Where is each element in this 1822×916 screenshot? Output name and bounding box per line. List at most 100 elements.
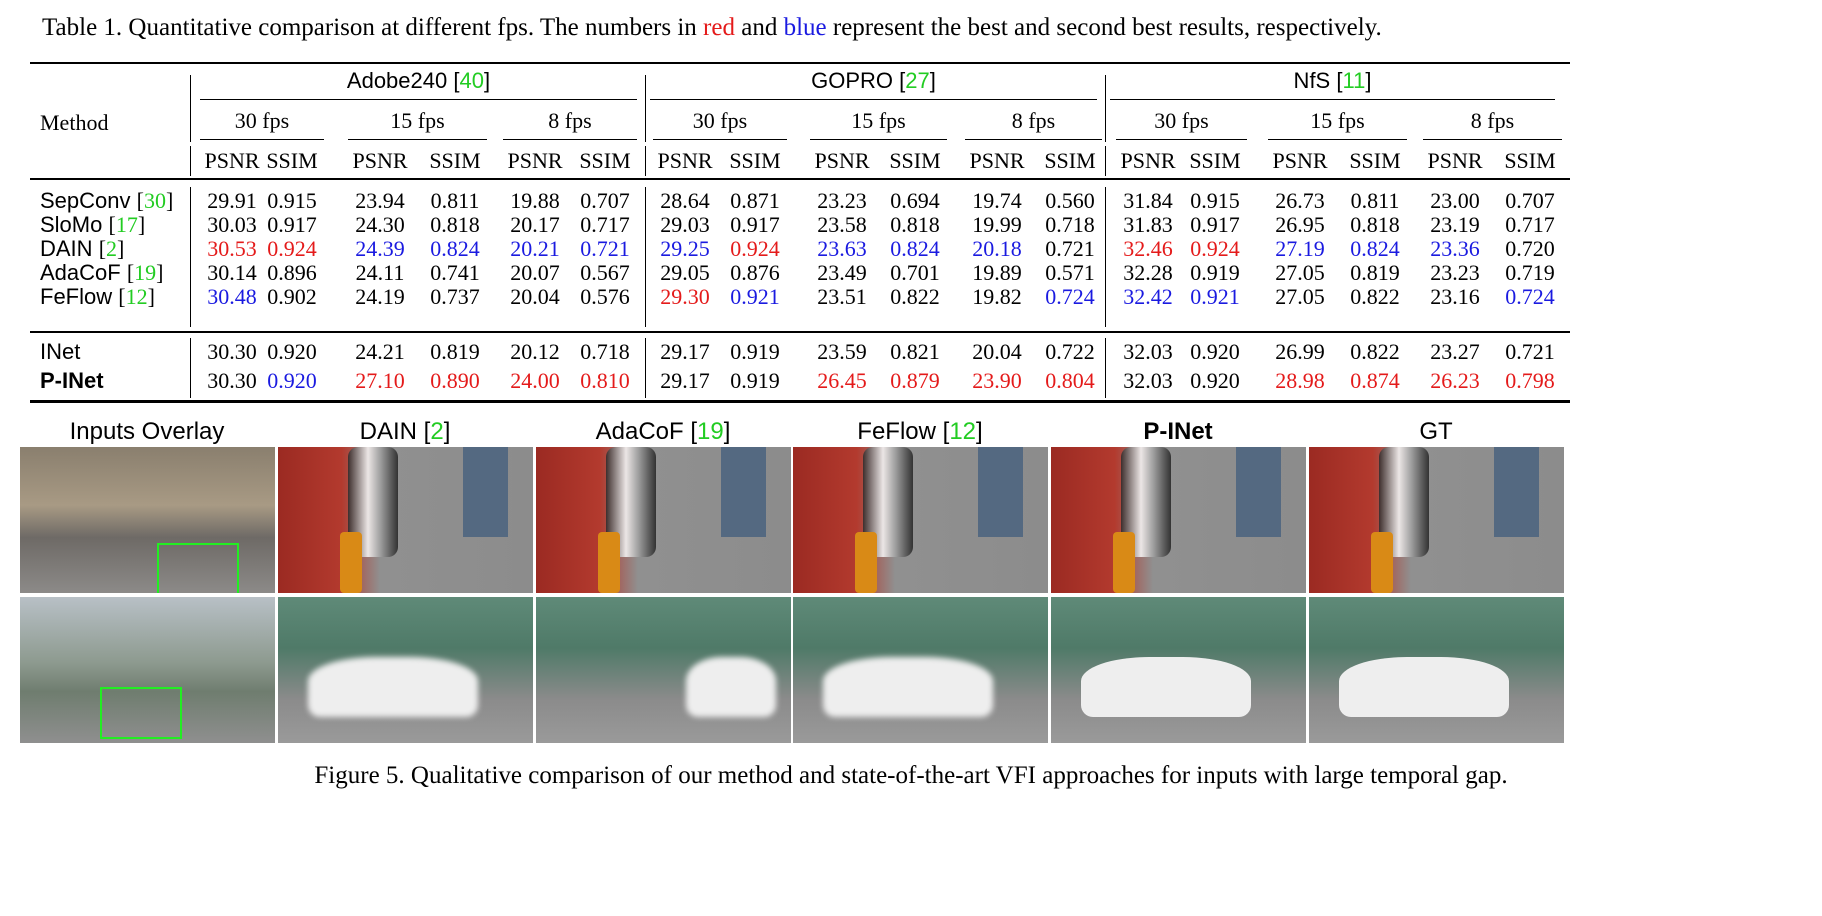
table-cell: 0.718 [1045, 212, 1095, 237]
table-cell: 0.822 [1350, 339, 1400, 364]
pedestrian-shape [463, 447, 508, 537]
table-cell: 27.10 [355, 368, 405, 393]
method-name: P-INet [40, 368, 104, 394]
citation-ref: 12 [125, 284, 148, 309]
table-cell: 0.721 [580, 236, 630, 261]
table-cell: 0.576 [580, 284, 630, 309]
fps-header: 30 fps [1154, 108, 1209, 133]
fps-header: 8 fps [548, 108, 592, 133]
table-cell: 0.874 [1350, 368, 1400, 393]
vertical-divider [1105, 187, 1106, 327]
panel-title: DAIN [2] [359, 418, 451, 445]
table-cell: 0.915 [267, 188, 317, 213]
vertical-divider [1105, 146, 1106, 176]
table-cell: 19.88 [510, 188, 560, 213]
vertical-divider [1105, 112, 1106, 142]
table-cell: 32.03 [1123, 339, 1173, 364]
table-cell: 0.717 [580, 212, 630, 237]
table-cell: 29.25 [660, 236, 710, 261]
fps-underline [1268, 139, 1407, 140]
table-cell: 0.921 [1190, 284, 1240, 309]
table-cell: 0.719 [1505, 260, 1555, 285]
table-cell: 0.920 [1190, 368, 1240, 393]
metric-header: SSIM [1189, 148, 1241, 173]
table-cell: 0.871 [730, 188, 780, 213]
method-name: AdaCoF [19] [40, 260, 164, 285]
metric-header: PSNR [1272, 148, 1328, 173]
table-cell: 0.722 [1045, 339, 1095, 364]
image-panel-row2 [20, 597, 275, 743]
table-cell: 23.49 [817, 260, 867, 285]
table-cell: 0.879 [890, 368, 940, 393]
highlight-box [157, 543, 239, 593]
vertical-divider [645, 75, 646, 115]
table-cell: 0.917 [1190, 212, 1240, 237]
table-cell: 24.19 [355, 284, 405, 309]
table-cell: 23.27 [1430, 339, 1480, 364]
fps-header: 15 fps [390, 108, 445, 133]
fps-underline [503, 139, 637, 140]
table-cell: 30.48 [207, 284, 257, 309]
table-cell: 0.567 [580, 260, 630, 285]
caption-text: and [734, 14, 784, 41]
image-panel-row1 [278, 447, 533, 593]
table-cell: 0.724 [1045, 284, 1095, 309]
image-panel-row1 [536, 447, 791, 593]
caption-blue-word: blue [783, 14, 827, 41]
method-label: SloMo [40, 212, 103, 237]
header-rule [30, 178, 1570, 180]
panel-title-text: AdaCoF [595, 418, 684, 445]
table-cell: 23.23 [817, 188, 867, 213]
table-caption: Table 1. Quantitative comparison at diff… [42, 14, 1382, 42]
dataset-underline [650, 99, 1097, 100]
caption-red-word: red [703, 14, 735, 41]
table-cell: 27.19 [1275, 236, 1325, 261]
table-cell: 0.804 [1045, 368, 1095, 393]
method-name: INet [40, 339, 80, 365]
table-cell: 0.811 [430, 188, 480, 213]
table-cell: 0.824 [890, 236, 940, 261]
table-cell: 31.84 [1123, 188, 1173, 213]
table-cell: 0.819 [1350, 260, 1400, 285]
table-cell: 0.896 [267, 260, 317, 285]
fps-header: 15 fps [1310, 108, 1365, 133]
table-cell: 29.30 [660, 284, 710, 309]
method-label: P-INet [40, 368, 104, 393]
table-cell: 30.30 [207, 339, 257, 364]
image-panel-row2 [793, 597, 1048, 743]
table-cell: 23.23 [1430, 260, 1480, 285]
table-cell: 19.89 [972, 260, 1022, 285]
mid-rule [30, 331, 1570, 333]
bollard-shape [340, 532, 362, 593]
image-panel-row1 [1051, 447, 1306, 593]
table-cell: 26.99 [1275, 339, 1325, 364]
table-cell: 23.51 [817, 284, 867, 309]
table-cell: 20.17 [510, 212, 560, 237]
metric-header: SSIM [579, 148, 631, 173]
vertical-divider [1105, 338, 1106, 398]
fps-underline [810, 139, 947, 140]
table-cell: 0.824 [1350, 236, 1400, 261]
table-cell: 0.720 [1505, 236, 1555, 261]
table-cell: 0.694 [890, 188, 940, 213]
fps-underline [1423, 139, 1562, 140]
method-name: DAIN [2] [40, 236, 125, 261]
table-cell: 28.64 [660, 188, 710, 213]
table-cell: 29.03 [660, 212, 710, 237]
table-cell: 0.707 [580, 188, 630, 213]
table-cell: 20.07 [510, 260, 560, 285]
table-cell: 23.63 [817, 236, 867, 261]
image-panel-row1 [20, 447, 275, 593]
dataset-underline [200, 99, 637, 100]
image-panel-row2 [1309, 597, 1564, 743]
table-cell: 0.917 [267, 212, 317, 237]
table-cell: 0.560 [1045, 188, 1095, 213]
vertical-divider [645, 112, 646, 142]
table-cell: 23.58 [817, 212, 867, 237]
citation-ref: 2 [430, 418, 444, 445]
fps-underline [653, 139, 787, 140]
table-cell: 29.17 [660, 368, 710, 393]
table-cell: 0.724 [1505, 284, 1555, 309]
panel-title: GT [1419, 418, 1452, 446]
dataset-name: Adobe240 [346, 68, 448, 93]
